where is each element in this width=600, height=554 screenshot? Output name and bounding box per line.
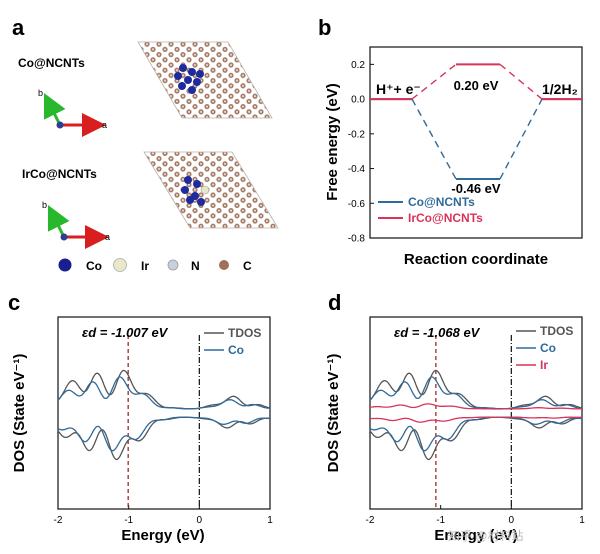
axis-a-label: a	[105, 232, 110, 242]
x-tick-label: 1	[579, 515, 585, 526]
energy-connector	[411, 98, 457, 180]
chart-c-ylabel: DOS (State eV⁻¹)	[11, 354, 28, 473]
x-tick-label: -2	[366, 515, 375, 526]
energy-connector	[499, 63, 543, 100]
dos-spin-up	[57, 376, 271, 410]
legend-co: Co	[228, 343, 244, 357]
legend-co: Co@NCNTs	[408, 195, 475, 209]
legend-co: Co	[540, 341, 556, 355]
atom-legend-co: Co	[86, 259, 102, 273]
energy-connector	[499, 98, 543, 180]
panel-c-letter: c	[8, 290, 20, 315]
structure-label-irco: IrCo@NCNTs	[22, 167, 97, 181]
chart-b-ytick-label: -0.8	[348, 234, 366, 245]
chart-b-xlabel: Reaction coordinate	[404, 251, 548, 268]
chart-b-ytick-label: 0.0	[351, 95, 365, 106]
chart-b-legend: Co@NCNTs IrCo@NCNTs	[378, 195, 483, 225]
watermark: 知乎 @材料站	[448, 529, 524, 543]
axis-triad-1: a b	[38, 88, 107, 137]
chart-b-frame	[369, 46, 583, 239]
dos-series-co	[57, 376, 271, 452]
chart-c-xlabel: Energy (eV)	[121, 527, 204, 544]
chart-b-ytick-label: -0.4	[348, 164, 366, 175]
chart-b-ytick-label: 0.2	[351, 60, 365, 71]
x-tick-label: -1	[124, 515, 133, 526]
chart-d-frame	[369, 316, 583, 510]
co-ncnt-lattice-image	[137, 41, 273, 119]
chart-c-dband-label: εd = -1.007 eV	[82, 325, 169, 340]
dos-spin-down	[57, 416, 270, 452]
dos-series-co	[369, 376, 583, 452]
axis-a-label: a	[102, 120, 107, 130]
chart-d-legend: TDOS Co Ir	[516, 324, 573, 372]
axis-b-label: b	[42, 200, 47, 210]
structure-label-co: Co@NCNTs	[18, 56, 85, 70]
panel-d-letter: d	[328, 290, 341, 315]
chart-d-ylabel: DOS (State eV⁻¹)	[325, 354, 342, 473]
chart-b-ytick-label: -0.6	[348, 199, 366, 210]
chart-d-xlabel: Energy (eV)	[434, 527, 517, 544]
co-cluster	[174, 64, 204, 94]
legend-tdos: TDOS	[228, 326, 261, 340]
dos-series-ir	[369, 403, 582, 423]
state-label-final: 1/2H₂	[542, 81, 578, 97]
dos-spin-down	[369, 416, 582, 452]
x-tick-label: 0	[197, 515, 203, 526]
atom-legend-c: C	[243, 259, 252, 273]
legend-tdos: TDOS	[540, 324, 573, 338]
atom-legend-n: N	[191, 259, 200, 273]
chart-d-dos: -2 -1 0 1 DOS (State eV⁻¹) Energy (eV) εd =…	[325, 316, 585, 544]
chart-c-dos: -2 -1 0 1 DOS (State eV⁻¹) Energy (eV) εd =…	[11, 316, 273, 544]
dos-spin-up	[369, 403, 582, 410]
x-tick-label: 1	[267, 515, 273, 526]
state-label-initial: H⁺+ e⁻	[376, 81, 421, 97]
x-tick-label: 0	[509, 515, 515, 526]
atom-legend-ir: Ir	[141, 259, 149, 273]
chart-b-series-0	[370, 98, 582, 180]
axis-triad-2: a b	[42, 200, 110, 249]
atom-legend: Co Ir N C	[58, 258, 252, 273]
legend-irco: IrCo@NCNTs	[408, 211, 483, 225]
irco-cluster	[181, 176, 210, 206]
x-tick-label: -1	[436, 515, 445, 526]
chart-b-ylabel: Free energy (eV)	[324, 83, 341, 201]
legend-ir: Ir	[540, 358, 548, 372]
dos-spin-up	[369, 376, 583, 410]
dos-spin-down	[370, 416, 582, 423]
irco-ncnt-lattice-image	[143, 151, 279, 229]
annotation-co: -0.46 eV	[451, 181, 500, 196]
chart-c-legend: TDOS Co	[204, 326, 261, 357]
x-tick-label: -2	[54, 515, 63, 526]
axis-b-label: b	[38, 88, 43, 98]
chart-d-dband-label: εd = -1.068 eV	[394, 325, 481, 340]
annotation-irco: 0.20 eV	[454, 78, 499, 93]
chart-c-frame	[57, 316, 271, 510]
chart-b-ytick-label: -0.2	[348, 129, 366, 140]
panel-b-letter: b	[318, 15, 331, 40]
energy-connector	[411, 63, 457, 100]
chart-b-free-energy: 0.20.0-0.2-0.4-0.6-0.8 Free energy (eV) …	[324, 46, 583, 268]
panel-a-letter: a	[12, 15, 25, 40]
chart-b-series-1	[370, 63, 582, 101]
